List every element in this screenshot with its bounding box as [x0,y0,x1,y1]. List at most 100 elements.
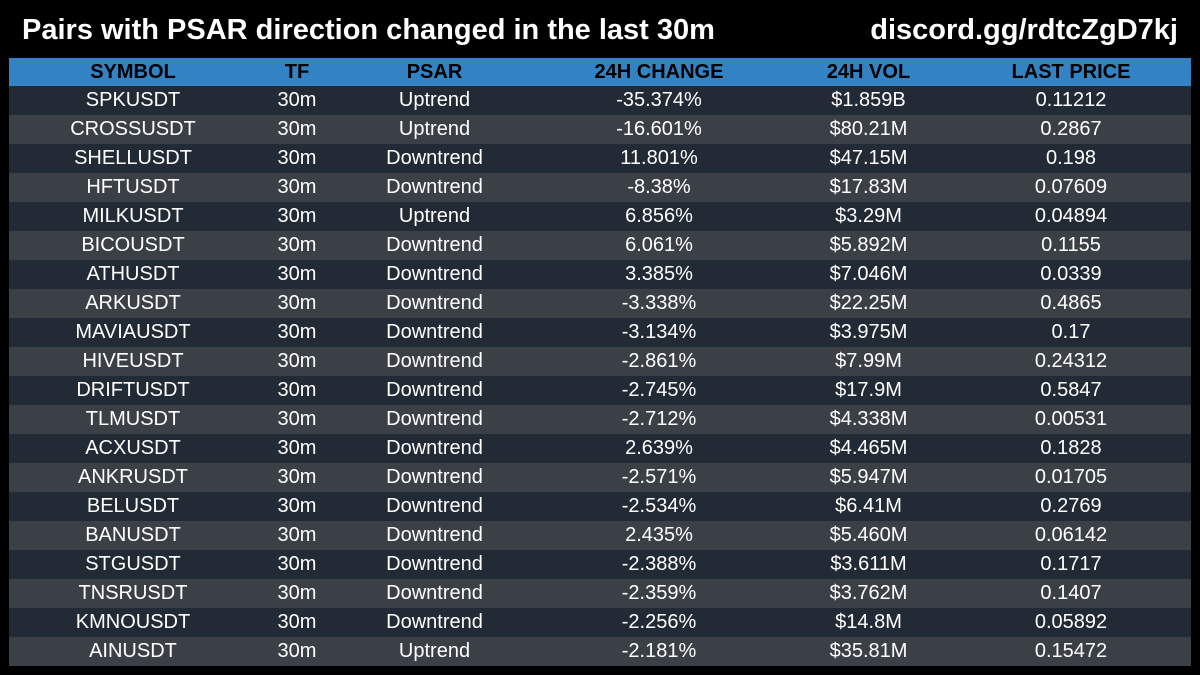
symbol-cell: TLMUSDT [9,405,257,434]
psar-cell: Downtrend [337,231,532,260]
symbol-cell: ANKRUSDT [9,463,257,492]
volume-cell: $3.611M [786,550,951,579]
tf-cell: 30m [257,579,337,608]
table-row: HIVEUSDT 30m Downtrend -2.861% $7.99M 0.24312 [9,347,1191,376]
table-row: ANKRUSDT 30m Downtrend -2.571% $5.947M 0.0170… [9,463,1191,492]
price-cell: 0.2769 [951,492,1191,521]
change-cell: -2.745% [532,376,786,405]
volume-cell: $3.29M [786,202,951,231]
price-cell: 0.2867 [951,115,1191,144]
price-cell: 0.5847 [951,376,1191,405]
symbol-cell: SHELLUSDT [9,144,257,173]
psar-cell: Downtrend [337,144,532,173]
tf-cell: 30m [257,115,337,144]
table-row: HFTUSDT 30m Downtrend -8.38% $17.83M 0.07609 [9,173,1191,202]
symbol-cell: TNSRUSDT [9,579,257,608]
psar-cell: Downtrend [337,434,532,463]
table-row: TNSRUSDT 30m Downtrend -2.359% $3.762M 0.1407 [9,579,1191,608]
change-cell: -2.359% [532,579,786,608]
change-cell: 3.385% [532,260,786,289]
tf-cell: 30m [257,289,337,318]
table-row: KMNOUSDT 30m Downtrend -2.256% $14.8M 0.05892 [9,608,1191,637]
volume-cell: $7.046M [786,260,951,289]
change-cell: -35.374% [532,86,786,115]
volume-cell: $17.9M [786,376,951,405]
table-row: MAVIAUSDT 30m Downtrend -3.134% $3.975M 0.17 [9,318,1191,347]
psar-cell: Uptrend [337,637,532,666]
volume-cell: $6.41M [786,492,951,521]
change-cell: -2.388% [532,550,786,579]
table-row: BANUSDT 30m Downtrend 2.435% $5.460M 0.06142 [9,521,1191,550]
symbol-cell: DRIFTUSDT [9,376,257,405]
psar-cell: Downtrend [337,376,532,405]
table-header-row: SYMBOL TF PSAR 24H CHANGE 24H VOL LAST P… [9,58,1191,86]
tf-cell: 30m [257,347,337,376]
symbol-cell: ATHUSDT [9,260,257,289]
volume-cell: $5.460M [786,521,951,550]
column-header-tf: TF [257,58,337,86]
price-cell: 0.05892 [951,608,1191,637]
volume-cell: $4.465M [786,434,951,463]
symbol-cell: BANUSDT [9,521,257,550]
price-cell: 0.1407 [951,579,1191,608]
tf-cell: 30m [257,492,337,521]
volume-cell: $5.892M [786,231,951,260]
symbol-cell: BELUSDT [9,492,257,521]
volume-cell: $4.338M [786,405,951,434]
tf-cell: 30m [257,173,337,202]
change-cell: -8.38% [532,173,786,202]
change-cell: -2.712% [532,405,786,434]
price-cell: 0.1155 [951,231,1191,260]
column-header-last-price: LAST PRICE [951,58,1191,86]
volume-cell: $22.25M [786,289,951,318]
table-row: CROSSUSDT 30m Uptrend -16.601% $80.21M 0.2867 [9,115,1191,144]
psar-cell: Downtrend [337,492,532,521]
psar-cell: Uptrend [337,115,532,144]
symbol-cell: ARKUSDT [9,289,257,318]
volume-cell: $3.975M [786,318,951,347]
symbol-cell: AINUSDT [9,637,257,666]
price-cell: 0.24312 [951,347,1191,376]
table-row: STGUSDT 30m Downtrend -2.388% $3.611M 0.1717 [9,550,1191,579]
price-cell: 0.06142 [951,521,1191,550]
column-header-24h-change: 24H CHANGE [532,58,786,86]
column-header-psar: PSAR [337,58,532,86]
psar-cell: Uptrend [337,86,532,115]
change-cell: -2.256% [532,608,786,637]
volume-cell: $35.81M [786,637,951,666]
column-header-symbol: SYMBOL [9,58,257,86]
table-row: ACXUSDT 30m Downtrend 2.639% $4.465M 0.1828 [9,434,1191,463]
price-cell: 0.4865 [951,289,1191,318]
psar-cell: Downtrend [337,579,532,608]
volume-cell: $3.762M [786,579,951,608]
psar-cell: Downtrend [337,608,532,637]
tf-cell: 30m [257,434,337,463]
price-cell: 0.0339 [951,260,1191,289]
price-cell: 0.01705 [951,463,1191,492]
symbol-cell: SPKUSDT [9,86,257,115]
table-row: AINUSDT 30m Uptrend -2.181% $35.81M 0.15472 [9,637,1191,666]
change-cell: -16.601% [532,115,786,144]
volume-cell: $17.83M [786,173,951,202]
table-row: SHELLUSDT 30m Downtrend 11.801% $47.15M 0.198 [9,144,1191,173]
volume-cell: $80.21M [786,115,951,144]
column-header-24h-vol: 24H VOL [786,58,951,86]
price-cell: 0.15472 [951,637,1191,666]
volume-cell: $7.99M [786,347,951,376]
tf-cell: 30m [257,463,337,492]
volume-cell: $47.15M [786,144,951,173]
symbol-cell: BICOUSDT [9,231,257,260]
change-cell: -2.534% [532,492,786,521]
symbol-cell: ACXUSDT [9,434,257,463]
psar-cell: Downtrend [337,173,532,202]
tf-cell: 30m [257,608,337,637]
tf-cell: 30m [257,550,337,579]
psar-cell: Downtrend [337,260,532,289]
price-cell: 0.1717 [951,550,1191,579]
tf-cell: 30m [257,260,337,289]
symbol-cell: MAVIAUSDT [9,318,257,347]
change-cell: -2.571% [532,463,786,492]
page-header: Pairs with PSAR direction changed in the… [0,0,1200,58]
volume-cell: $14.8M [786,608,951,637]
change-cell: -2.181% [532,637,786,666]
